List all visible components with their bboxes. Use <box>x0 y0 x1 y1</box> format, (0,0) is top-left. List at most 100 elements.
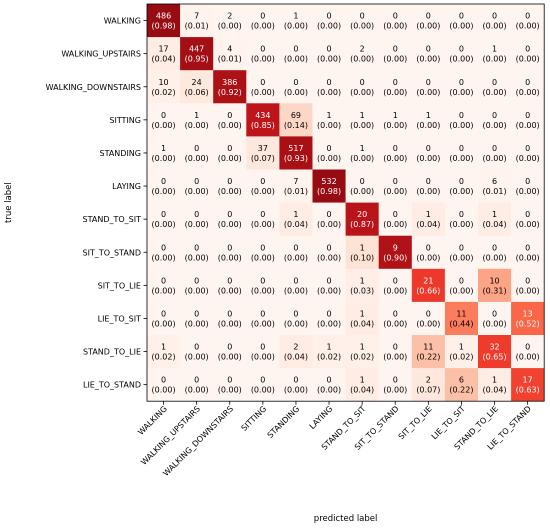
cell-fraction: (0.90) <box>383 253 407 262</box>
heatmap-cell <box>312 169 346 203</box>
cell-count: 6 <box>459 376 464 385</box>
cell-count: 10 <box>489 276 499 285</box>
heatmap-cell <box>213 169 247 203</box>
cell-count: 0 <box>426 177 431 186</box>
heatmap-cell <box>378 368 413 402</box>
cell-fraction: (0.00) <box>152 286 176 295</box>
cell-count: 0 <box>327 210 332 219</box>
cell-count: 0 <box>227 243 232 252</box>
heatmap-cell <box>246 136 280 170</box>
cell-fraction: (0.00) <box>483 55 507 64</box>
heatmap-cell <box>213 4 247 38</box>
heatmap-cell <box>147 136 181 170</box>
cell-count: 0 <box>393 309 398 318</box>
cell-fraction: (0.00) <box>350 55 374 64</box>
cell-count: 0 <box>227 144 232 153</box>
heatmap-cell <box>279 169 313 203</box>
cell-fraction: (0.00) <box>251 386 275 395</box>
cell-count: 0 <box>492 144 497 153</box>
cell-fraction: (0.98) <box>152 22 176 31</box>
heatmap-cell <box>147 103 181 137</box>
cell-count: 0 <box>525 177 530 186</box>
cell-fraction: (0.01) <box>483 187 507 196</box>
cell-fraction: (0.00) <box>317 386 341 395</box>
heatmap-cell <box>444 368 479 402</box>
heatmap-cell <box>312 368 346 402</box>
cell-count: 0 <box>161 243 166 252</box>
heatmap-cell <box>478 169 512 203</box>
cell-fraction: (0.00) <box>449 88 473 97</box>
cell-count: 0 <box>393 276 398 285</box>
cell-count: 1 <box>492 210 497 219</box>
cell-fraction: (0.00) <box>449 154 473 163</box>
heatmap-cell <box>246 235 280 270</box>
cell-fraction: (0.00) <box>516 253 540 262</box>
cell-fraction: (0.00) <box>317 88 341 97</box>
y-tick-label: STAND_TO_LIE <box>83 348 141 357</box>
cell-fraction: (0.00) <box>284 55 308 64</box>
heatmap-cell <box>378 70 413 104</box>
cell-count: 0 <box>260 45 265 54</box>
heatmap-cell <box>411 37 446 71</box>
heatmap-cell <box>147 301 181 336</box>
cell-fraction: (0.04) <box>350 386 374 395</box>
cell-fraction: (0.00) <box>152 121 176 130</box>
cell-fraction: (0.00) <box>185 154 209 163</box>
cell-fraction: (0.00) <box>284 88 308 97</box>
cell-fraction: (0.00) <box>284 319 308 328</box>
heatmap-cell <box>511 4 545 38</box>
x-tick-label: STANDING <box>266 404 302 440</box>
y-tick-label: WALKING_DOWNSTAIRS <box>46 83 141 92</box>
cell-fraction: (0.93) <box>284 154 308 163</box>
cell-count: 447 <box>189 45 204 54</box>
cell-count: 0 <box>525 210 530 219</box>
cell-count: 0 <box>525 45 530 54</box>
cell-count: 0 <box>459 177 464 186</box>
y-tick-label: SIT_TO_STAND <box>83 248 141 257</box>
cell-fraction: (0.00) <box>152 154 176 163</box>
cell-count: 0 <box>525 111 530 120</box>
heatmap-cell <box>147 235 181 270</box>
cell-count: 0 <box>492 12 497 21</box>
cell-count: 0 <box>194 210 199 219</box>
cell-fraction: (0.00) <box>449 55 473 64</box>
heatmap-cell <box>213 301 247 336</box>
cell-fraction: (0.00) <box>383 286 407 295</box>
cell-count: 0 <box>525 12 530 21</box>
heatmap-cell <box>478 335 512 369</box>
cell-fraction: (0.00) <box>152 220 176 229</box>
cell-fraction: (0.00) <box>317 121 341 130</box>
heatmap-cell <box>246 335 280 369</box>
heatmap-cell <box>312 202 346 236</box>
cell-count: 0 <box>260 177 265 186</box>
cell-fraction: (0.03) <box>350 286 374 295</box>
y-tick-label: SIT_TO_LIE <box>98 281 141 290</box>
cell-fraction: (0.66) <box>416 286 440 295</box>
cell-fraction: (0.00) <box>416 121 440 130</box>
cell-fraction: (0.00) <box>350 187 374 196</box>
cell-fraction: (0.00) <box>383 121 407 130</box>
cell-count: 0 <box>161 177 166 186</box>
cell-count: 1 <box>194 111 199 120</box>
heatmap-cell <box>279 103 313 137</box>
heatmap-cell <box>511 37 545 71</box>
x-tick-label: SIT_TO_LIE <box>397 404 434 441</box>
heatmap-cell <box>411 335 446 369</box>
x-tick-label: WALKING_UPSTAIRS <box>139 404 202 467</box>
cell-count: 1 <box>492 376 497 385</box>
cell-fraction: (0.02) <box>152 88 176 97</box>
heatmap-cell <box>312 37 346 71</box>
cell-count: 0 <box>161 276 166 285</box>
cell-count: 1 <box>293 210 298 219</box>
cell-count: 0 <box>194 376 199 385</box>
cell-count: 20 <box>357 210 367 219</box>
heatmap-cell <box>279 70 313 104</box>
heatmap-cell <box>213 136 247 170</box>
cell-count: 386 <box>222 78 237 87</box>
heatmap-cell <box>444 136 479 170</box>
heatmap-cell <box>279 4 313 38</box>
x-tick-label: WALKING <box>136 404 169 437</box>
cell-count: 0 <box>161 309 166 318</box>
cell-count: 0 <box>260 276 265 285</box>
x-tick-label: WALKING_DOWNSTAIRS <box>161 404 235 478</box>
